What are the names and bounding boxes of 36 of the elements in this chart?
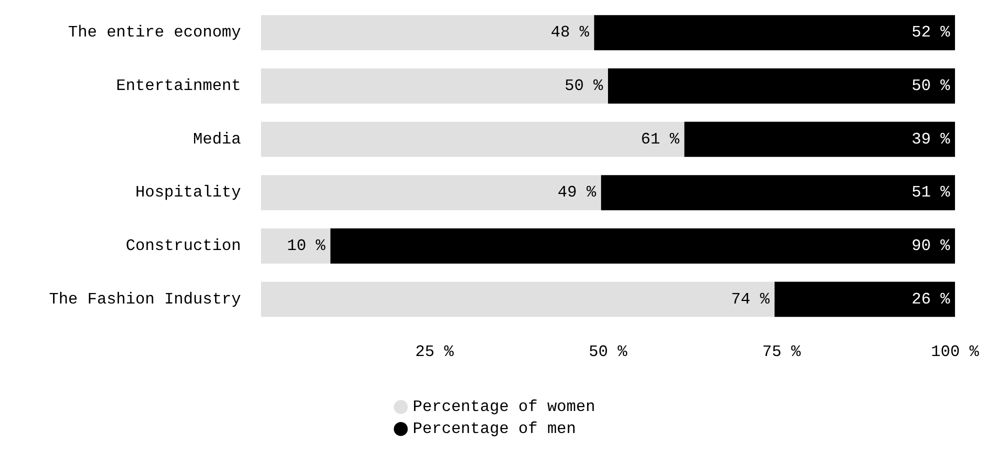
bar xyxy=(774,282,955,317)
data-label: 74 % xyxy=(731,290,770,308)
bar xyxy=(261,122,684,157)
x-tick-label: 75 % xyxy=(762,343,802,361)
bar xyxy=(608,68,955,104)
data-label: 61 % xyxy=(640,130,680,148)
bar xyxy=(684,122,955,157)
legend-label: Percentage of men xyxy=(412,420,576,438)
data-label: 51 % xyxy=(912,184,950,202)
data-label: 49 % xyxy=(558,184,596,202)
bar xyxy=(601,175,955,210)
data-label: 52 % xyxy=(912,24,950,42)
data-label: 50 % xyxy=(912,77,950,95)
data-label: 39 % xyxy=(912,130,950,148)
bar xyxy=(330,228,955,264)
x-tick-label: 100 % xyxy=(930,343,980,361)
data-label: 48 % xyxy=(550,24,590,42)
legend-label: Percentage of women xyxy=(412,398,596,416)
bar xyxy=(261,282,775,317)
bar xyxy=(261,68,608,104)
data-label: 50 % xyxy=(564,77,604,95)
data-label: 26 % xyxy=(912,290,950,308)
y-tick-label: Entertainment xyxy=(116,77,241,95)
y-tick-label: Media xyxy=(192,130,242,148)
y-tick-label: The Fashion Industry xyxy=(48,290,242,308)
y-tick-label: The entire economy xyxy=(68,24,242,42)
y-tick-label: Hospitality xyxy=(135,184,242,202)
data-label: 90 % xyxy=(912,237,950,255)
x-tick-label: 50 % xyxy=(588,343,628,361)
bar xyxy=(261,228,330,264)
x-tick-label: 25 % xyxy=(415,343,454,361)
bar xyxy=(261,15,594,50)
data-label: 10 % xyxy=(286,237,326,255)
y-tick-label: Construction xyxy=(126,237,241,255)
bar xyxy=(594,15,955,50)
bar xyxy=(261,175,602,210)
